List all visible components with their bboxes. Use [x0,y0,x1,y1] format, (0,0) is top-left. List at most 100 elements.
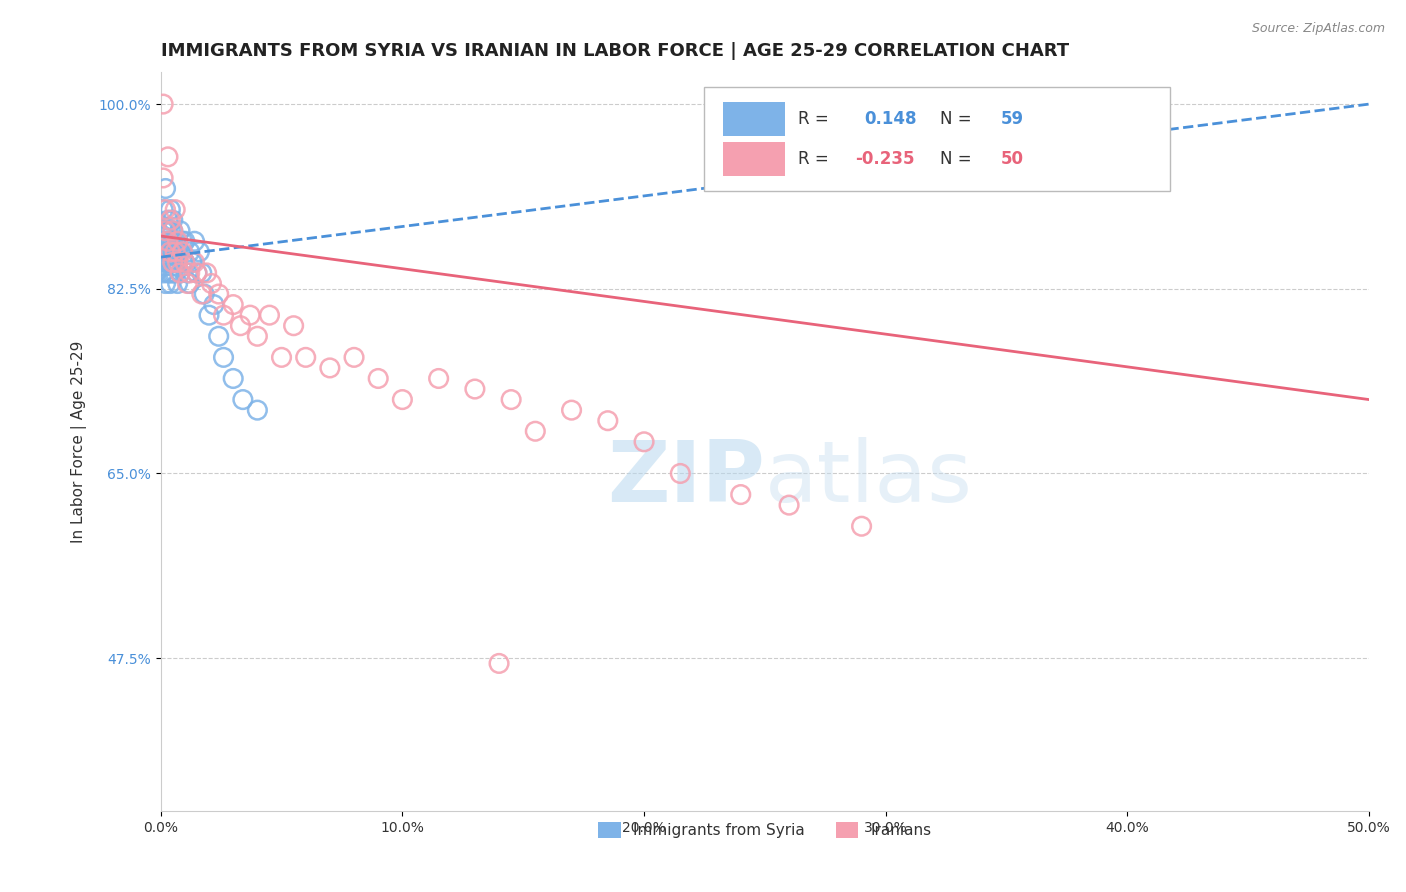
Point [212,351,235,365]
Point [165,244,187,259]
Point [367,371,389,385]
Point [166,277,188,291]
Point [172,234,194,248]
Point [208,287,231,301]
Point [155,224,177,238]
Point [159,277,181,291]
Point [152,202,174,217]
Point [259,308,281,322]
Text: ZIP: ZIP [607,437,765,520]
Legend: Immigrants from Syria, Iranians: Immigrants from Syria, Iranians [592,816,938,844]
Text: N =: N = [941,150,977,168]
Point [343,351,366,365]
Point [501,392,523,407]
Text: atlas: atlas [765,437,973,520]
Point [200,277,222,291]
Point [169,266,191,280]
Point [179,266,201,280]
Point [159,234,181,248]
Text: IMMIGRANTS FROM SYRIA VS IRANIAN IN LABOR FORCE | AGE 25-29 CORRELATION CHART: IMMIGRANTS FROM SYRIA VS IRANIAN IN LABO… [160,42,1069,60]
Point [162,234,184,248]
Point [159,266,181,280]
Point [162,224,184,238]
Point [179,277,201,291]
Point [165,255,187,269]
Text: R =: R = [797,150,834,168]
Point [165,202,187,217]
Point [229,318,252,333]
Point [183,255,205,269]
Point [166,234,188,248]
Point [172,255,194,269]
Point [246,329,269,343]
Text: 50: 50 [1001,150,1024,168]
Point [159,255,181,269]
Point [561,403,583,417]
Point [193,287,215,301]
Point [156,255,179,269]
Point [159,224,181,238]
Point [851,519,873,533]
Point [156,234,179,248]
Point [176,277,198,291]
Point [159,213,181,227]
Point [156,150,179,164]
Point [169,224,191,238]
Point [159,244,181,259]
Point [166,234,188,248]
Point [191,266,214,280]
Point [173,255,195,269]
Point [150,244,173,259]
FancyBboxPatch shape [704,87,1170,191]
Point [212,308,235,322]
Point [181,255,204,269]
Text: N =: N = [941,110,977,128]
Text: R =: R = [797,110,834,128]
Point [156,244,179,259]
Point [488,657,510,671]
Point [778,498,800,512]
Point [155,277,177,291]
Point [162,244,184,259]
Point [159,244,181,259]
Point [294,351,316,365]
Point [155,181,177,195]
Point [166,244,188,259]
Point [391,392,413,407]
Point [186,266,208,280]
Text: 0.148: 0.148 [865,110,917,128]
Point [152,97,174,112]
Point [169,244,191,259]
Point [198,308,221,322]
Point [165,266,187,280]
Point [283,318,305,333]
Point [162,213,184,227]
Point [156,234,179,248]
Point [222,371,245,385]
Point [173,234,195,248]
Text: Source: ZipAtlas.com: Source: ZipAtlas.com [1251,22,1385,36]
Y-axis label: In Labor Force | Age 25-29: In Labor Force | Age 25-29 [72,341,87,543]
Point [162,224,184,238]
Point [222,297,245,311]
Point [159,202,181,217]
Point [270,351,292,365]
Point [166,255,188,269]
Point [155,255,177,269]
Point [239,308,262,322]
Point [208,329,231,343]
Point [165,244,187,259]
Point [162,255,184,269]
Point [173,255,195,269]
Point [156,213,179,227]
Point [319,360,342,375]
FancyBboxPatch shape [723,102,786,136]
Text: 59: 59 [1001,110,1024,128]
FancyBboxPatch shape [723,142,786,176]
Point [191,287,214,301]
Point [152,224,174,238]
Point [162,255,184,269]
Point [155,202,177,217]
Point [464,382,486,396]
Point [156,266,179,280]
